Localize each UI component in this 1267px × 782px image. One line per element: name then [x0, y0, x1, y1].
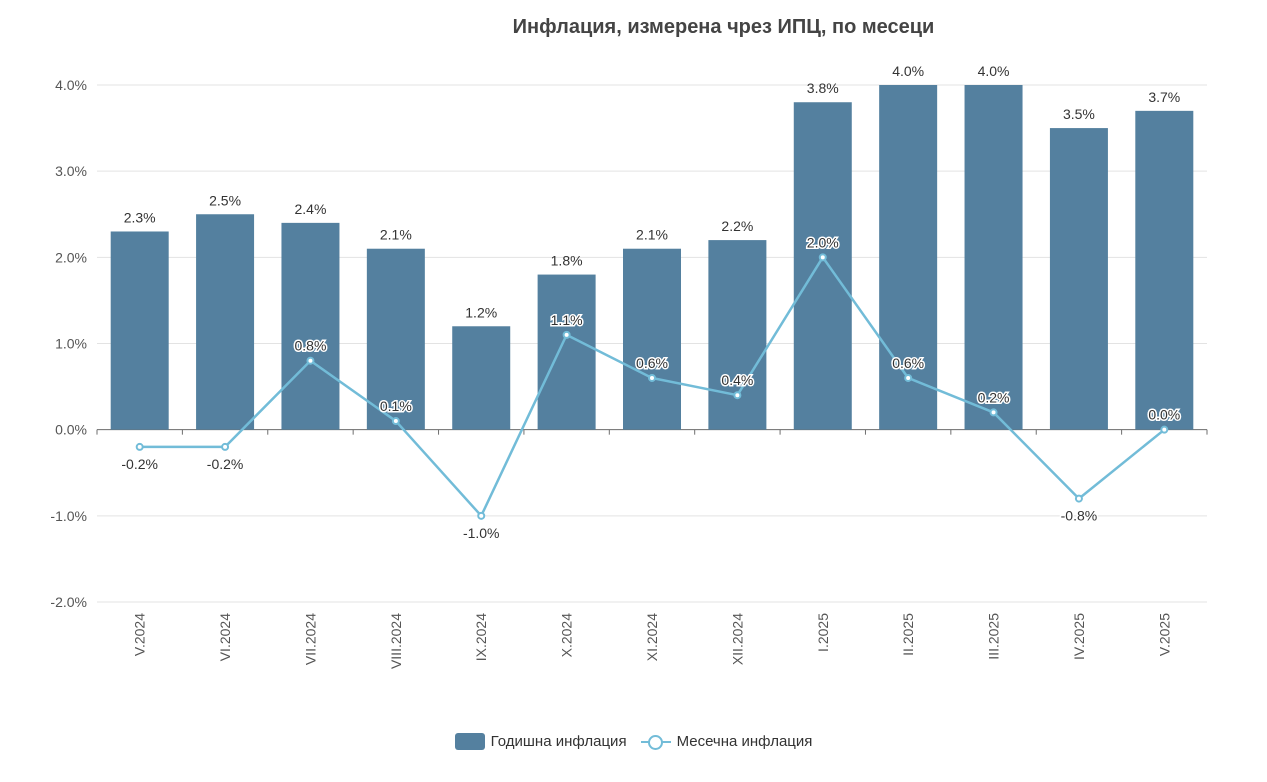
legend: Годишна инфлация Месечна инфлация [0, 733, 1267, 750]
legend-label-monthly: Месечна инфлация [676, 733, 813, 750]
legend-line-swatch [640, 733, 671, 750]
line-point [391, 417, 400, 426]
line-data-label: -0.2% [121, 456, 158, 472]
x-tick-label: VII.2024 [302, 613, 318, 665]
y-tick-label: 1.0% [55, 336, 87, 352]
line-point [306, 356, 315, 365]
bar-data-label: 2.3% [124, 209, 156, 225]
x-tick-label: VIII.2024 [388, 613, 404, 669]
chart-title: Инфлация, измерена чрез ИПЦ, по месеци [512, 16, 935, 38]
y-tick-label: 2.0% [55, 249, 87, 265]
y-tick-label: 0.0% [55, 422, 87, 438]
bar-data-label: 2.1% [636, 227, 668, 243]
line-data-label: 0.4% [721, 372, 753, 388]
bar [366, 248, 425, 430]
bar-data-label: 4.0% [892, 63, 924, 79]
line-data-label: 0.6% [892, 355, 924, 371]
bar [623, 248, 681, 430]
bar [452, 326, 511, 430]
legend-item-monthly[interactable]: Месечна инфлация [640, 733, 813, 750]
line-point [562, 330, 571, 339]
x-tick-label: XI.2024 [644, 613, 660, 661]
bar-data-label: 4.0% [978, 63, 1010, 79]
x-tick-label: X.2024 [559, 613, 575, 658]
x-tick-label: IX.2024 [473, 613, 489, 661]
y-tick-label: 3.0% [55, 163, 87, 179]
x-tick-label: XII.2024 [729, 613, 745, 665]
bar-data-label: 3.5% [1063, 106, 1095, 122]
bar-data-label: 2.1% [380, 227, 412, 243]
x-tick-label: V.2025 [1156, 613, 1172, 656]
line-point [733, 391, 742, 400]
bar-data-label: 1.8% [551, 253, 583, 269]
line-point [221, 442, 230, 451]
bar-data-label: 2.5% [209, 192, 241, 208]
bar-data-label: 3.7% [1148, 89, 1180, 105]
bar [1135, 110, 1194, 430]
bar-data-label: 2.4% [295, 201, 327, 217]
line-point [989, 408, 998, 417]
x-tick-label: II.2025 [900, 613, 916, 656]
bar-data-label: 3.8% [807, 80, 839, 96]
x-tick-label: IV.2025 [1071, 613, 1087, 660]
line-data-label: 0.1% [380, 398, 412, 414]
y-tick-label: -2.0% [50, 594, 87, 610]
line-data-label: -0.2% [207, 456, 244, 472]
bar [964, 85, 1023, 430]
line-data-label: -1.0% [463, 525, 500, 541]
line-data-label: 0.6% [636, 355, 668, 371]
legend-label-annual: Годишна инфлация [490, 733, 627, 750]
line-point [1074, 494, 1083, 503]
legend-item-annual[interactable]: Годишна инфлация [454, 733, 627, 750]
line-point [648, 373, 656, 382]
bar [793, 102, 852, 430]
bar [110, 231, 169, 430]
bar [537, 274, 596, 430]
y-tick-label: -1.0% [50, 508, 87, 524]
line-data-label: 0.0% [1148, 407, 1180, 423]
line-data-label: 0.8% [295, 338, 327, 354]
x-tick-label: I.2025 [815, 613, 831, 652]
bar-data-label: 1.2% [465, 304, 497, 320]
line-data-label: 0.2% [978, 389, 1010, 405]
y-tick-label: 4.0% [55, 77, 87, 93]
line-point [135, 442, 144, 451]
legend-bar-swatch [454, 733, 485, 750]
bar [1049, 128, 1108, 430]
line-data-label: 1.1% [551, 312, 583, 328]
line-point [477, 511, 486, 520]
bar [281, 222, 340, 430]
x-tick-label: V.2024 [132, 613, 148, 656]
x-tick-label: VI.2024 [217, 613, 233, 661]
bar [879, 85, 938, 430]
x-tick-label: III.2025 [986, 613, 1002, 660]
bar [196, 214, 255, 430]
line-point [904, 373, 913, 382]
bar [708, 240, 767, 430]
bar-data-label: 2.2% [721, 218, 753, 234]
line-data-label: -0.8% [1061, 508, 1098, 524]
line-data-label: 2.0% [807, 234, 839, 250]
line-point [818, 253, 827, 262]
line-point [1160, 425, 1169, 434]
